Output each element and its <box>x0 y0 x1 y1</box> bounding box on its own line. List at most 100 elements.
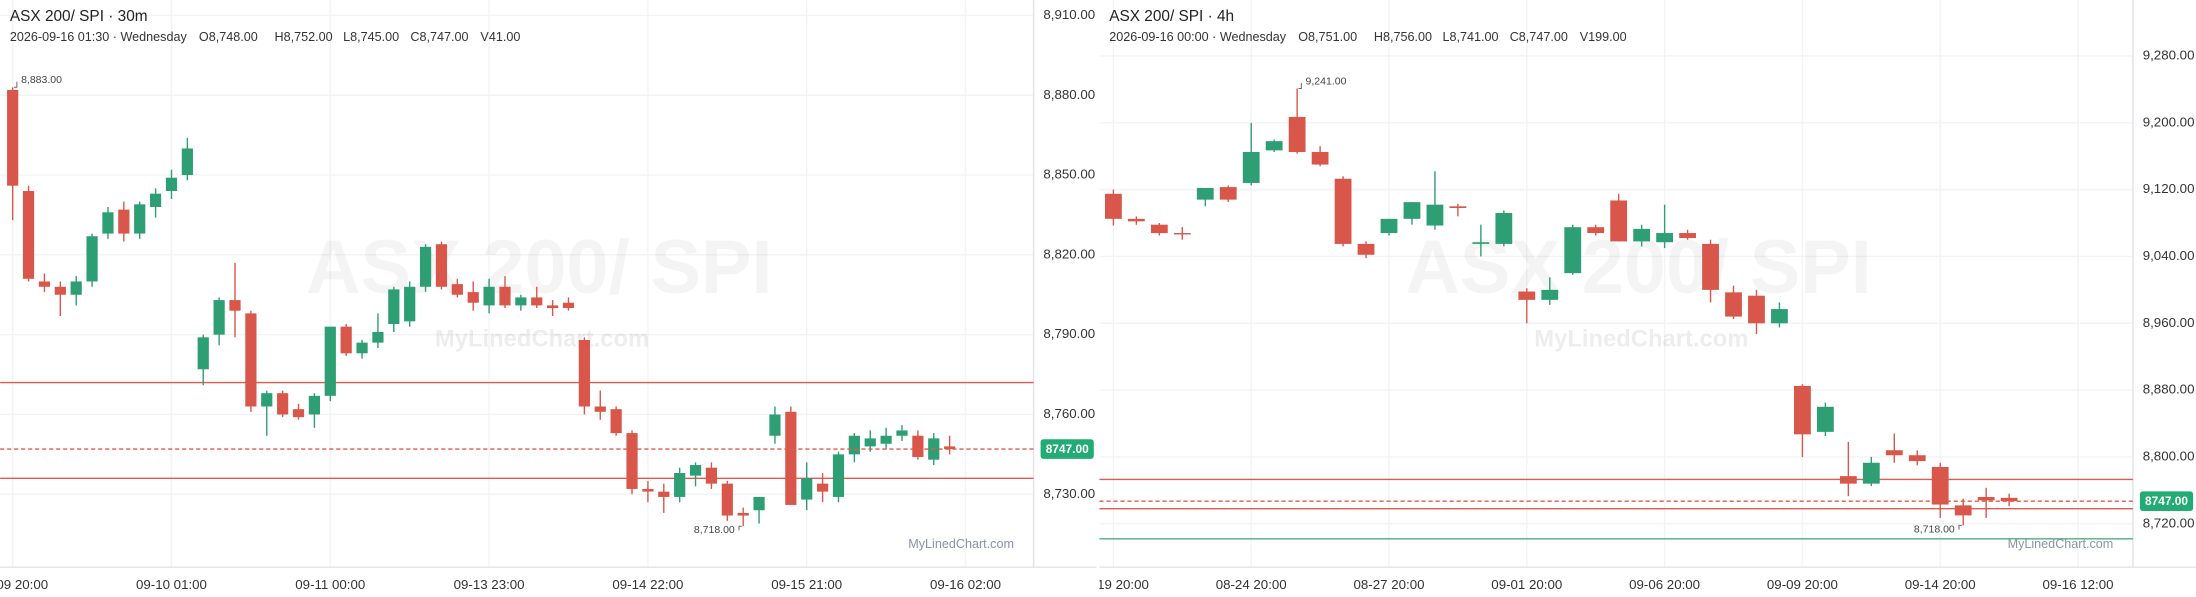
candle-body <box>324 326 336 396</box>
candle-body <box>1242 152 1260 183</box>
y-tick-label: 8,880.00 <box>1043 87 1095 102</box>
low-label: 8,718.00 <box>1914 523 1955 535</box>
candle-body <box>547 305 559 309</box>
candle-body <box>1127 218 1145 222</box>
candle-body <box>848 435 860 455</box>
y-tick-label: 8,850.00 <box>1043 167 1095 182</box>
candle-body <box>1541 289 1559 300</box>
candle-body <box>102 212 114 234</box>
candle-body <box>261 393 273 407</box>
credit: MyLinedChart.com <box>908 537 1014 551</box>
candle-body <box>165 177 178 192</box>
candle-body <box>1150 224 1168 234</box>
candle-body <box>1610 200 1628 242</box>
x-tick-label: 09-14 22:00 <box>612 577 683 592</box>
candle-body <box>674 472 686 497</box>
y-tick-label: 9,200.00 <box>2143 114 2195 129</box>
candle-body <box>1426 204 1444 226</box>
candle-body <box>213 300 225 335</box>
candle-body <box>372 332 384 343</box>
candle-body <box>626 433 638 489</box>
ohlcv-value: C8,747.00 <box>410 30 468 44</box>
candle-body <box>1173 233 1191 235</box>
candle-body <box>816 483 829 492</box>
candle-body <box>1219 187 1237 200</box>
candle-body <box>594 406 606 412</box>
candle-body <box>515 297 527 306</box>
candle-body <box>1518 291 1536 300</box>
candle-body <box>1725 292 1742 317</box>
ohlcv-value: V41.00 <box>480 30 520 44</box>
candle-body <box>1265 141 1283 151</box>
candle-body <box>562 302 575 309</box>
ohlcv-value: L8,745.00 <box>343 30 399 44</box>
chart-panel: 8,720.00 8,800.00 8,880.00 8,960.00 9,040.00… <box>1099 0 2196 592</box>
candle-body <box>38 281 51 287</box>
candle-body <box>880 435 892 444</box>
candle-body <box>1748 295 1765 324</box>
candle-body <box>419 246 432 287</box>
candle-body <box>944 446 956 450</box>
candle-body <box>1771 309 1788 324</box>
x-tick-label: 09-16 02:00 <box>930 577 1001 592</box>
y-tick-label: 8,800.00 <box>2143 448 2195 463</box>
candle-body <box>435 244 448 287</box>
candle-body <box>1380 218 1398 234</box>
candle-body <box>499 286 511 306</box>
ohlcv-value: O8,748.00 <box>199 30 258 44</box>
candle-body <box>483 286 495 306</box>
candle-body <box>451 284 463 295</box>
candle-body <box>1656 233 1674 243</box>
candle-body <box>1311 152 1329 165</box>
candle-body <box>22 191 35 279</box>
candle-body <box>1794 385 1811 435</box>
chart-subtitle: 2026-09-16 00:00 · Wednesday <box>1109 30 1287 44</box>
x-tick-label: 08-24 20:00 <box>1216 577 1287 592</box>
x-tick-label: 09-09 20:00 <box>1767 577 1838 592</box>
candle-body <box>578 339 590 407</box>
x-tick-label: 09-10 01:00 <box>136 577 207 592</box>
candle-body <box>1403 202 1421 219</box>
chart-panel: 8,730.00 8,760.00 8,790.00 8,820.00 8,850.00… <box>0 0 1097 592</box>
credit: MyLinedChart.com <box>2008 537 2114 551</box>
candle-body <box>1977 497 1995 501</box>
y-tick-label: 8,760.00 <box>1043 406 1095 421</box>
ohlcv-value: C8,747.00 <box>1510 30 1568 44</box>
y-tick-label: 8,790.00 <box>1043 326 1095 341</box>
candle-body <box>1105 193 1122 219</box>
candle-body <box>1495 213 1513 244</box>
candle-body <box>689 465 702 476</box>
candle-body <box>86 236 98 282</box>
candle-body <box>705 467 718 484</box>
candle-body <box>1908 455 1926 462</box>
y-tick-label: 8,730.00 <box>1043 486 1095 501</box>
chart-title: ASX 200/ SPI · 4h <box>1109 8 1234 25</box>
high-marker <box>1298 82 1302 90</box>
watermark-site: MyLinedChart.com <box>435 326 649 353</box>
price-tag <box>1040 439 1094 459</box>
chart-subtitle: 2026-09-16 01:30 · Wednesday <box>10 30 188 44</box>
y-tick-label: 9,040.00 <box>2143 248 2195 263</box>
candle-body <box>1702 243 1719 290</box>
x-tick-label: 09-01 20:00 <box>1491 577 1562 592</box>
candle-body <box>1564 227 1582 274</box>
candle-body <box>769 414 781 436</box>
candle-body <box>134 204 146 234</box>
high-label: 9,241.00 <box>1306 75 1347 87</box>
ohlcv-value: L8,741.00 <box>1443 30 1499 44</box>
candle-body <box>1954 505 1972 516</box>
candle-body <box>896 430 908 436</box>
candle-body <box>388 289 400 325</box>
x-tick-label: 09-09 20:00 <box>0 577 48 592</box>
price-tag <box>2139 491 2194 511</box>
x-tick-label: 09-16 12:00 <box>2043 577 2114 592</box>
y-tick-label: 9,120.00 <box>2143 181 2195 196</box>
candle-body <box>277 393 289 415</box>
watermark: ASX 200/ SPI <box>306 226 773 310</box>
candle-body <box>7 89 19 186</box>
x-tick-label: 08-27 20:00 <box>1354 577 1425 592</box>
candle-body <box>1633 228 1651 242</box>
candle-body <box>118 209 130 234</box>
